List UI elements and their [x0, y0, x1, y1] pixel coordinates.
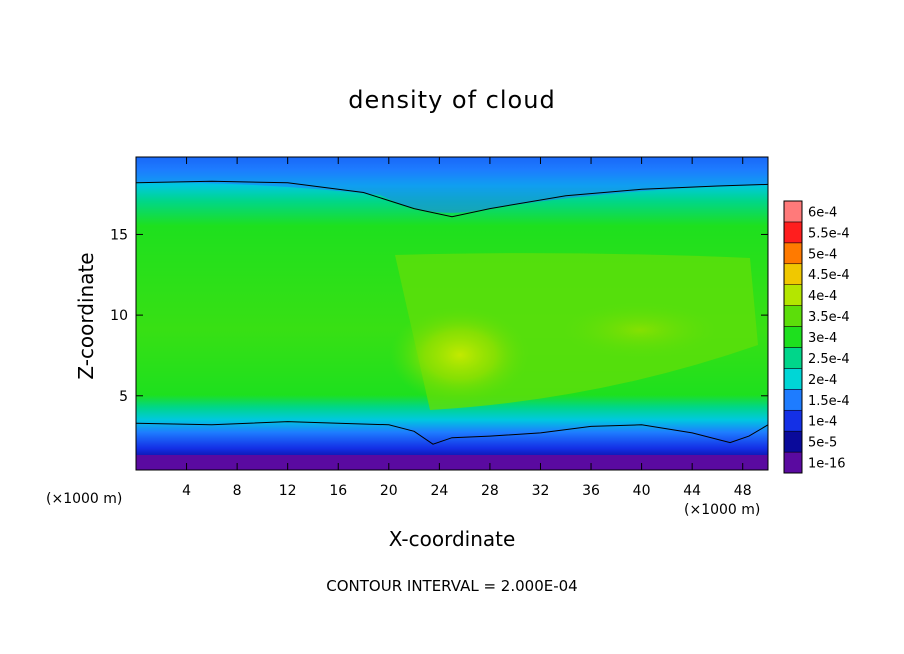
- colorbar-swatch: [783, 221, 803, 244]
- y-tick-label: 10: [110, 308, 128, 324]
- x-tick-label: 40: [633, 483, 651, 499]
- x-tick-label: 20: [380, 483, 398, 499]
- colorbar-label: 1e-4: [808, 415, 837, 430]
- colorbar-label: 2.5e-4: [808, 352, 850, 367]
- x-tick-label: 24: [430, 483, 448, 499]
- y-tick-label: 15: [110, 227, 128, 243]
- colorbar-swatch: [783, 430, 803, 453]
- contour-line-0: [136, 180, 768, 218]
- x-tick-label: 32: [532, 483, 550, 499]
- x-tick-label: 28: [481, 483, 499, 499]
- colorbar-swatch: [783, 263, 803, 285]
- colorbar-swatch: [783, 368, 803, 390]
- colorbar-swatch: [783, 242, 803, 265]
- x-tick-label: 8: [233, 483, 242, 499]
- x-tick-label: 12: [279, 483, 297, 499]
- colorbar-swatch: [783, 409, 803, 432]
- x-unit-label: (×1000 m): [684, 502, 761, 518]
- density-field: [136, 157, 768, 470]
- colorbar-label: 5.5e-4: [808, 226, 850, 241]
- colorbar-label: 1.5e-4: [808, 394, 850, 409]
- x-tick-label: 48: [734, 483, 752, 499]
- y-axis-ticks: 5 10 15: [110, 227, 768, 405]
- colorbar-swatch: [783, 305, 803, 327]
- field-secondary-core: [560, 302, 720, 358]
- x-tick-label: 36: [582, 483, 600, 499]
- y-tick-label: 5: [119, 389, 128, 405]
- colorbar-label: 3e-4: [808, 331, 837, 346]
- colorbar-label: 6e-4: [808, 205, 837, 220]
- colorbar: 1e-16 5e-5 1e-4 1.5e-4 2e-4 2.5e-4 3e-4 3.5e-4 4…: [783, 200, 850, 474]
- x-tick-label: 4: [182, 483, 191, 499]
- colorbar-swatch: [783, 326, 803, 348]
- field-max-core: [390, 307, 530, 403]
- contour-line-1: [136, 421, 768, 445]
- colorbar-swatch: [783, 451, 803, 474]
- colorbar-swatch: [783, 284, 803, 306]
- colorbar-label: 1e-16: [808, 457, 846, 472]
- colorbar-label: 4.5e-4: [808, 268, 850, 283]
- colorbar-swatch: [783, 200, 803, 223]
- plot-frame: [135, 156, 769, 471]
- colorbar-label: 5e-4: [808, 247, 837, 262]
- contour-lines: [136, 180, 768, 445]
- field-top-blue: [136, 157, 768, 213]
- x-axis-ticks: 4 8 12 16 20 24 28 32 36 40 44 48: [182, 157, 752, 499]
- x-tick-label: 44: [683, 483, 701, 499]
- colorbar-label: 2e-4: [808, 373, 837, 388]
- colorbar-label: 4e-4: [808, 289, 837, 304]
- contour-interval-note: CONTOUR INTERVAL = 2.000E-04: [326, 577, 578, 595]
- chart-title: density of cloud: [348, 86, 556, 114]
- colorbar-swatch: [783, 389, 803, 411]
- colorbar-swatch: [783, 347, 803, 369]
- colorbar-label: 5e-5: [808, 436, 837, 451]
- colorbar-frame: [783, 200, 803, 474]
- x-axis-label: X-coordinate: [388, 527, 516, 551]
- x-tick-label: 16: [329, 483, 347, 499]
- field-bottom-purple: [136, 455, 768, 470]
- z-unit-label: (×1000 m): [46, 491, 123, 507]
- colorbar-label: 3.5e-4: [808, 310, 850, 325]
